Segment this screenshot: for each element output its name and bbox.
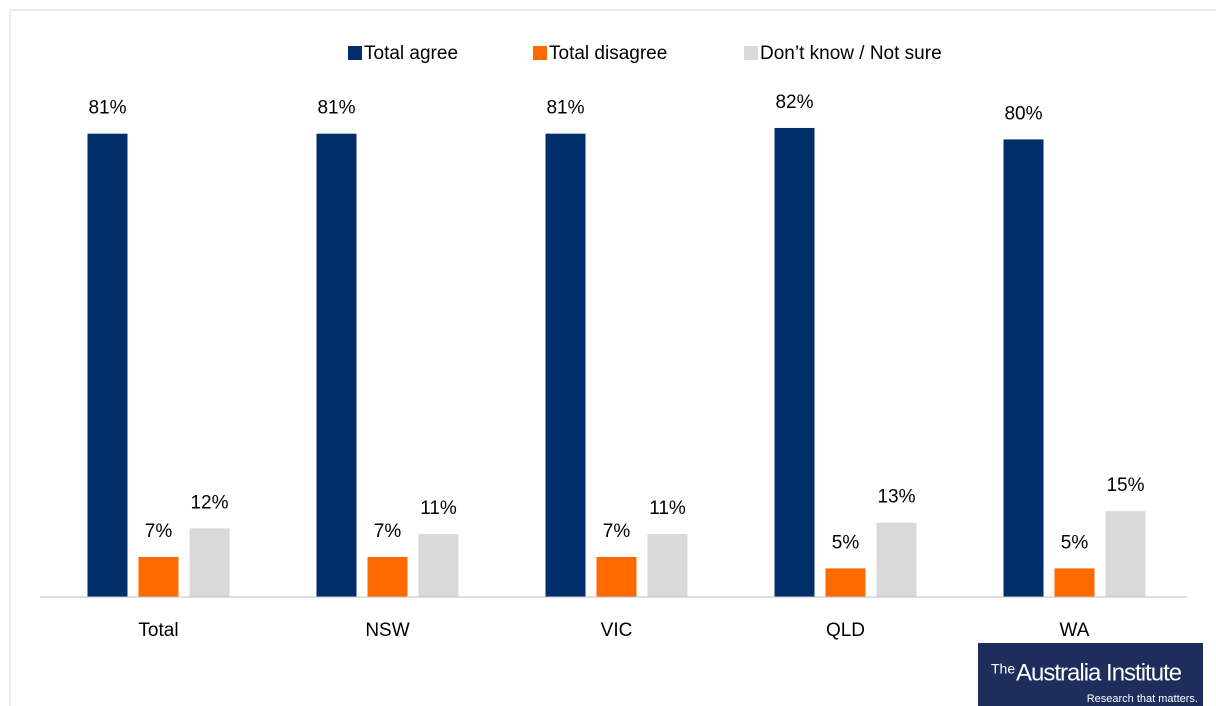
x-tick-label: VIC (601, 620, 633, 641)
data-label: 5% (1061, 532, 1089, 553)
logo-tagline: Research that matters. (1087, 693, 1198, 705)
logo: The Australia Institute Research that ma… (978, 643, 1203, 706)
data-label: 7% (603, 521, 631, 542)
bar (1003, 139, 1044, 597)
bar (87, 133, 128, 597)
bar (1105, 511, 1146, 597)
data-label: 7% (374, 521, 402, 542)
bar (545, 133, 586, 597)
data-label: 5% (832, 532, 860, 553)
bar (596, 556, 637, 597)
data-label: 7% (145, 521, 173, 542)
data-label: 81% (317, 98, 355, 119)
bar (774, 127, 815, 598)
legend-swatch (533, 46, 547, 60)
bar (647, 534, 688, 597)
data-label: 80% (1004, 103, 1042, 124)
x-tick-label: NSW (365, 620, 409, 641)
data-label: 82% (775, 92, 813, 113)
data-label: 12% (190, 492, 228, 513)
data-label: 13% (877, 487, 915, 508)
data-label: 11% (420, 498, 457, 519)
bar (138, 556, 179, 597)
legend-label: Total disagree (549, 43, 667, 64)
logo-background (978, 643, 1203, 706)
bar (316, 133, 357, 597)
x-tick-label: WA (1060, 620, 1090, 641)
legend-label: Don’t know / Not sure (760, 43, 942, 64)
logo-name: Australia Institute (1016, 659, 1182, 686)
bar (418, 534, 459, 597)
data-label: 81% (88, 98, 126, 119)
data-label: 81% (546, 98, 584, 119)
legend-label: Total agree (364, 43, 458, 64)
bar (189, 528, 230, 597)
legend-swatch (744, 46, 758, 60)
data-label: 15% (1106, 475, 1144, 496)
chart-frame (9, 9, 1216, 706)
bar (825, 568, 866, 597)
data-label: 11% (649, 498, 686, 519)
bar (1054, 568, 1095, 597)
legend-swatch (348, 46, 362, 60)
logo-prefix: The (991, 661, 1015, 677)
x-tick-label: Total (138, 620, 178, 641)
x-tick-label: QLD (826, 620, 865, 641)
bar (367, 556, 408, 597)
bar (876, 522, 917, 597)
